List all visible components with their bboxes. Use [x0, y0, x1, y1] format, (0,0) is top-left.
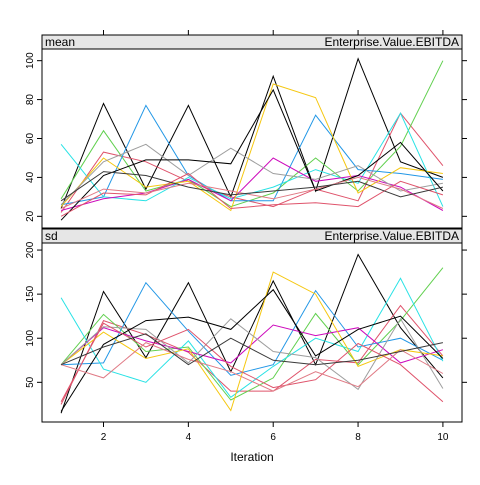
- series-line-12: [60, 171, 444, 202]
- y-tick-label: 40: [25, 171, 36, 183]
- y-tick-label: 60: [25, 133, 36, 145]
- series-line-11: [60, 342, 444, 392]
- panel-frame: [41, 242, 463, 423]
- series-line-7: [60, 271, 443, 412]
- strip-label-left: sd: [45, 229, 58, 243]
- series-line-1: [60, 253, 444, 414]
- x-tick-label: 8: [355, 432, 361, 443]
- series-line-4: [61, 281, 444, 376]
- series-line-9: [60, 288, 444, 412]
- x-tick-label: 10: [437, 432, 449, 443]
- series-line-1: [60, 57, 444, 209]
- series-line-9: [60, 88, 444, 221]
- x-tick-label: 2: [101, 432, 107, 443]
- y-tick-label: 20: [25, 210, 36, 222]
- series-line-8: [60, 143, 443, 206]
- series-line-6: [60, 157, 444, 211]
- x-tick-label: 4: [186, 432, 192, 443]
- series-line-10: [60, 322, 444, 403]
- strip-label-right: Enterprise.Value.EBITDA: [324, 229, 459, 243]
- series-line-6: [60, 324, 444, 366]
- x-axis-title: Iteration: [230, 450, 273, 464]
- strip-label-right: Enterprise.Value.EBITDA: [324, 35, 459, 49]
- y-tick-label: 200: [25, 241, 36, 258]
- series-line-3: [60, 60, 444, 208]
- y-tick-label: 50: [25, 376, 36, 388]
- series-line-2: [60, 112, 444, 213]
- y-tick-label: 80: [25, 94, 36, 106]
- x-tick-label: 6: [270, 432, 276, 443]
- series-line-12: [60, 333, 444, 366]
- y-tick-label: 150: [25, 285, 36, 302]
- series-line-11: [60, 176, 444, 209]
- series-line-10: [60, 172, 444, 217]
- y-tick-label: 100: [25, 329, 36, 346]
- strip-label-left: mean: [45, 35, 75, 49]
- y-tick-label: 100: [25, 52, 36, 69]
- series-line-4: [61, 104, 443, 206]
- series-line-7: [60, 83, 443, 212]
